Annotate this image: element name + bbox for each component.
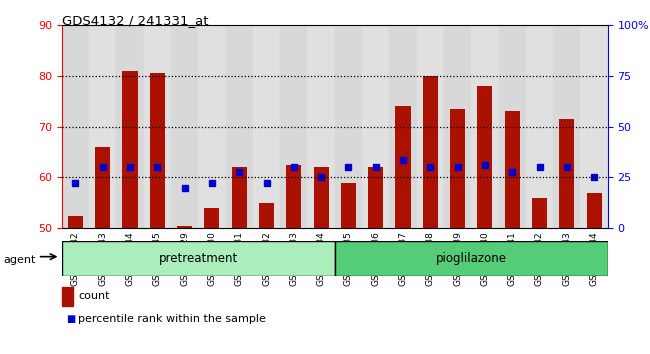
Bar xyxy=(586,193,602,228)
Bar xyxy=(68,216,83,228)
Bar xyxy=(335,241,608,276)
Text: GDS4132 / 241331_at: GDS4132 / 241331_at xyxy=(62,14,208,27)
Text: pretreatment: pretreatment xyxy=(159,252,238,265)
Bar xyxy=(532,198,547,228)
Bar xyxy=(62,241,335,276)
Bar xyxy=(204,208,220,228)
Bar xyxy=(122,70,138,228)
Bar xyxy=(471,25,499,228)
Text: percentile rank within the sample: percentile rank within the sample xyxy=(78,314,266,324)
Bar xyxy=(144,25,171,228)
Text: ■: ■ xyxy=(66,314,75,324)
Bar xyxy=(150,73,165,228)
Bar xyxy=(444,25,471,228)
Bar xyxy=(362,25,389,228)
Bar xyxy=(116,25,144,228)
Bar xyxy=(477,86,493,228)
Bar xyxy=(559,119,575,228)
Bar xyxy=(368,167,384,228)
Bar xyxy=(226,25,253,228)
Bar xyxy=(504,111,520,228)
Bar xyxy=(313,167,329,228)
Bar xyxy=(499,25,526,228)
Bar xyxy=(389,25,417,228)
Bar xyxy=(450,109,465,228)
Bar xyxy=(259,203,274,228)
Text: agent: agent xyxy=(3,255,36,265)
Bar xyxy=(62,25,89,228)
Bar xyxy=(231,167,247,228)
Bar xyxy=(89,25,116,228)
Bar xyxy=(177,226,192,228)
Bar xyxy=(95,147,110,228)
Bar xyxy=(286,165,302,228)
Bar xyxy=(171,25,198,228)
Bar xyxy=(395,106,411,228)
Bar xyxy=(198,25,226,228)
Text: pioglilazone: pioglilazone xyxy=(436,252,507,265)
Text: count: count xyxy=(78,291,109,301)
Bar xyxy=(280,25,307,228)
Bar xyxy=(553,25,580,228)
Bar xyxy=(253,25,280,228)
Bar xyxy=(341,183,356,228)
Bar xyxy=(526,25,553,228)
Bar xyxy=(307,25,335,228)
Bar xyxy=(417,25,444,228)
Bar xyxy=(335,25,362,228)
Bar xyxy=(422,76,438,228)
Bar xyxy=(580,25,608,228)
